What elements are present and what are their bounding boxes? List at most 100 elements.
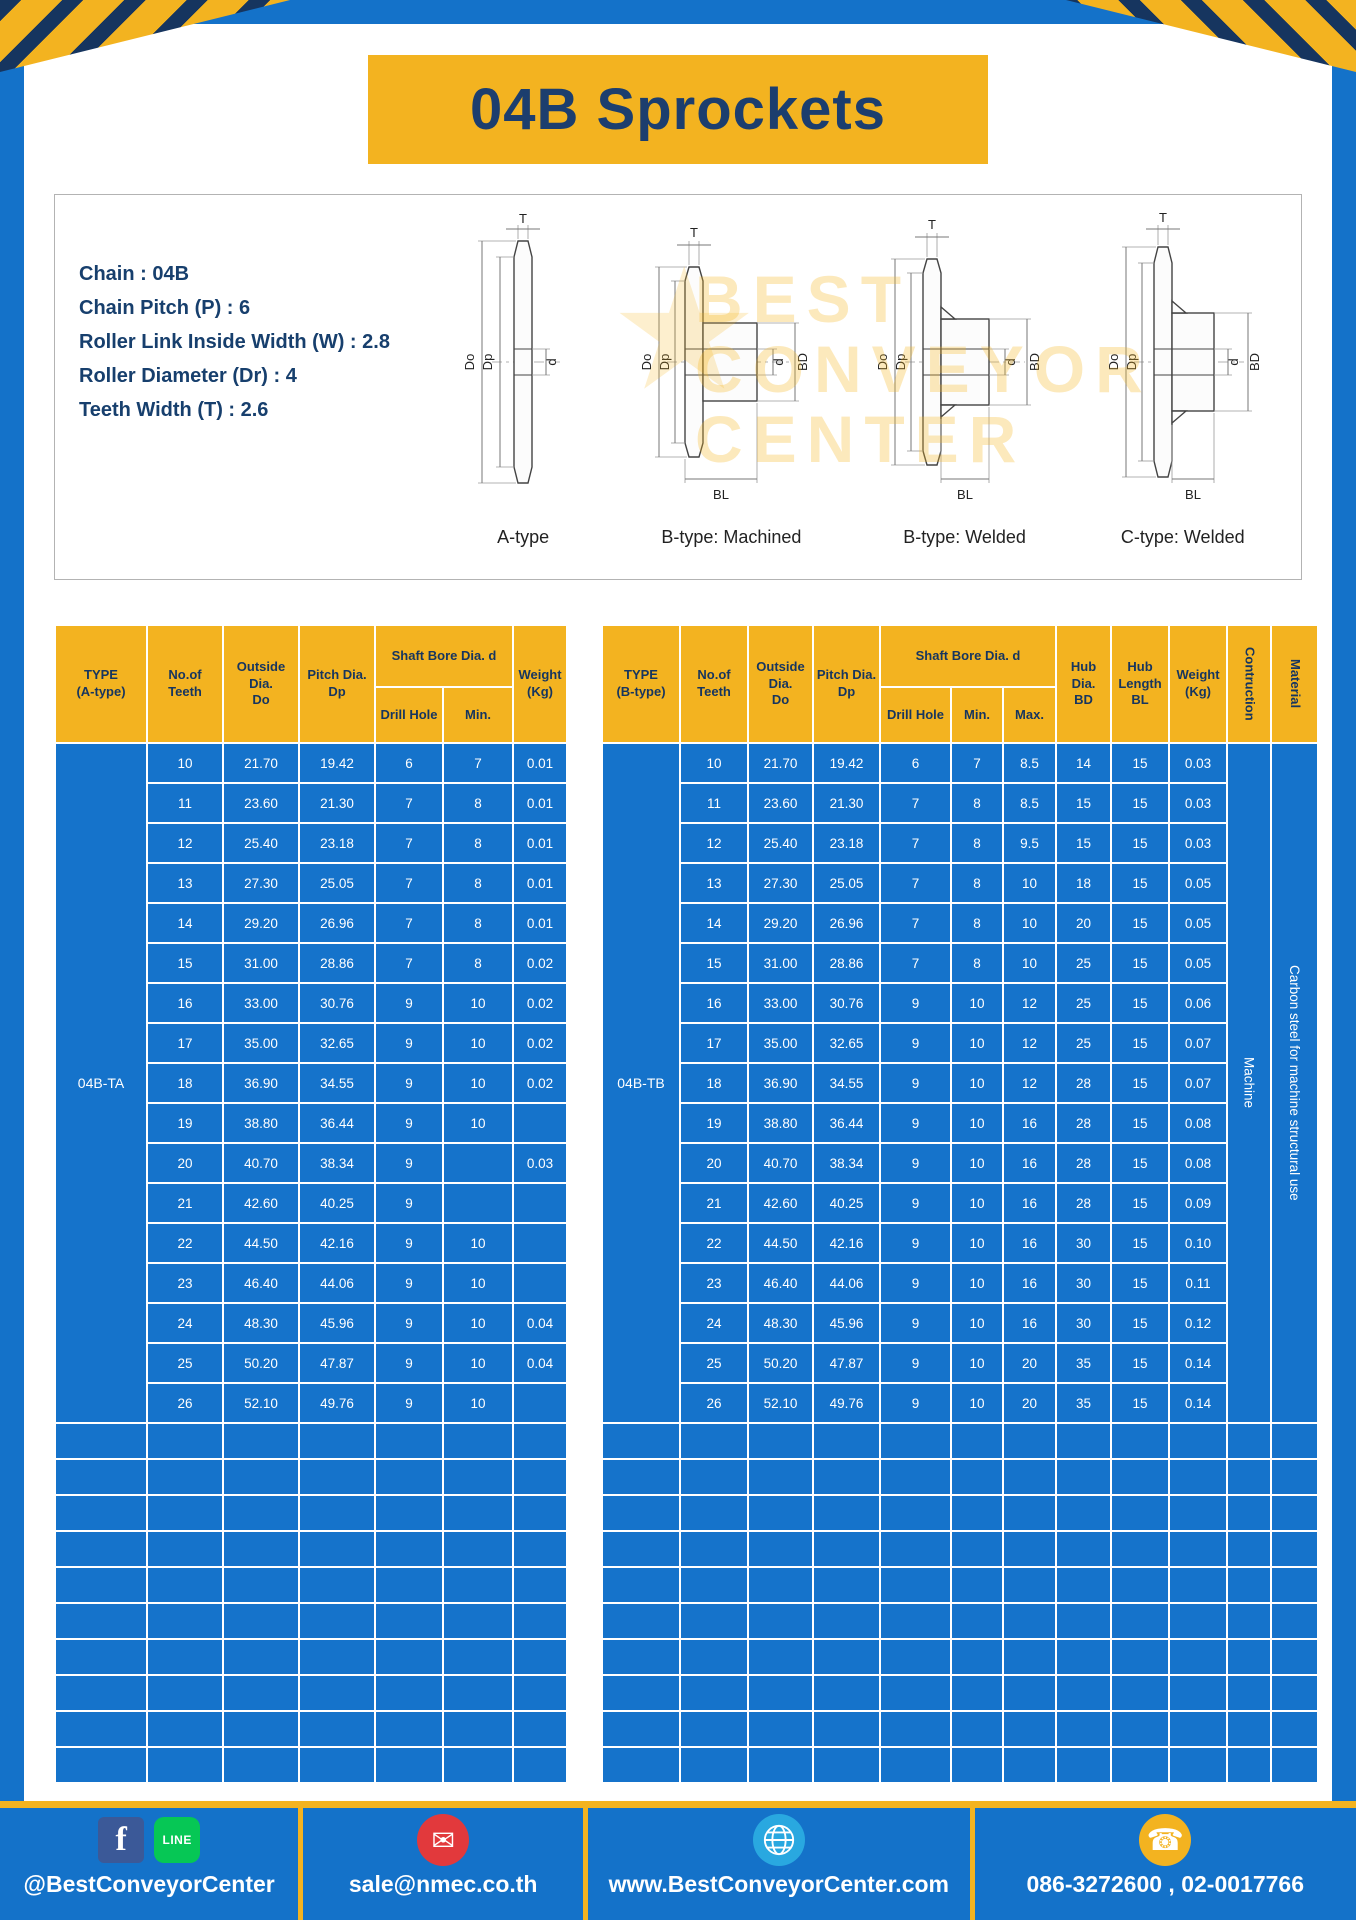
table-cell [601,1530,681,1568]
table-cell [222,1710,300,1748]
table-cell: 8 [950,902,1004,944]
table-cell [879,1674,952,1712]
figure-b-type-machined: T Do Dp d [631,211,831,548]
table-cell: 21.30 [812,782,881,824]
table-cell [747,1494,814,1532]
table-cell [601,1458,681,1496]
table-cell: 8.5 [1002,742,1057,784]
table-cell: 10 [442,1262,514,1304]
table-cell: 16 [679,982,749,1024]
table-cell: 9 [374,1262,444,1304]
globe-icon [752,1814,805,1866]
table-cell: 16 [1002,1222,1057,1264]
table-cell [54,1674,148,1712]
table-cell [512,1222,568,1264]
table-cell [54,1710,148,1748]
table-cell [146,1602,224,1640]
table-cell: 10 [442,1382,514,1424]
table-cell [1226,1566,1272,1604]
chain-specs: Chain : 04B Chain Pitch (P) : 6 Roller L… [55,195,415,579]
column-header-material: Material [1270,624,1319,744]
table-cell: 30.76 [812,982,881,1024]
table-cell: 19 [679,1102,749,1144]
table-cell [1226,1494,1272,1532]
table-cell [601,1746,681,1784]
dim-dp-label: Dp [893,354,908,371]
table-cell [1055,1494,1112,1532]
table-row: 17 35.00 32.65 9 10 12 25 15 0.07 [602,1022,1318,1064]
table-cell [1226,1746,1272,1784]
table-cell: 36.44 [812,1102,881,1144]
table-cell: 0.02 [512,1022,568,1064]
table-row: 25 50.20 47.87 9 10 0.04 [55,1342,568,1384]
table-cell: 30.76 [298,982,376,1024]
empty-row [601,1422,1319,1460]
table-cell: 22 [146,1222,224,1264]
table-cell [222,1530,300,1568]
table-cell [512,1102,568,1144]
diagram-row: T Do Dp d A-type [415,195,1301,579]
table-cell [1226,1458,1272,1496]
table-cell [1055,1638,1112,1676]
table-cell: 9 [879,1222,952,1264]
footer-email-section: ✉ sale@nmec.co.th [298,1808,583,1920]
table-cell: 35 [1055,1382,1112,1424]
table-cell: 0.12 [1168,1302,1228,1344]
table-cell [950,1674,1004,1712]
table-row: 15 31.00 28.86 7 8 0.02 [55,942,568,984]
table-cell [442,1746,514,1784]
table-row: 26 52.10 49.76 9 10 [55,1382,568,1424]
table-cell: 15 [1110,822,1170,864]
construction-cell: Machine [1226,742,1272,1424]
footer: f LINE @BestConveyorCenter ✉ sale@nmec.c… [0,1808,1356,1920]
table-cell: 8 [950,782,1004,824]
table-cell: 0.07 [1168,1062,1228,1104]
table-cell [146,1674,224,1712]
table-cell [298,1530,376,1568]
table-cell: 7 [374,902,444,944]
spec-line-roller-dia: Roller Diameter (Dr) : 4 [79,365,297,387]
table-cell: 32.65 [298,1022,376,1064]
dim-bd-label: BD [1027,353,1042,371]
table-cell [374,1566,444,1604]
table-cell: 45.96 [812,1302,881,1344]
table-cell: 10 [1002,902,1057,944]
table-cell: 0.04 [512,1302,568,1344]
table-cell: 10 [950,1022,1004,1064]
empty-row [54,1566,568,1604]
diagram-caption: C-type: Welded [1120,527,1245,547]
table-cell: 8 [442,942,514,984]
dim-do-label: Do [639,354,654,371]
table-row: 18 36.90 34.55 9 10 0.02 [55,1062,568,1104]
table-cell [512,1262,568,1304]
table-row: 24 48.30 45.96 9 10 16 30 15 0.12 [602,1302,1318,1344]
dim-d-label: d [544,358,559,365]
dim-d-label: d [1003,358,1018,365]
dim-d-label: d [771,358,786,365]
table-cell [1110,1458,1170,1496]
table-cell [950,1638,1004,1676]
table-cell: 10 [679,742,749,784]
table-cell [679,1422,749,1460]
table-cell [679,1494,749,1532]
table-cell [1270,1602,1319,1640]
table-cell [812,1530,881,1568]
empty-row [601,1638,1319,1676]
table-cell [1110,1746,1170,1784]
table-cell [747,1566,814,1604]
table-cell [298,1638,376,1676]
table-cell [1055,1530,1112,1568]
table-cell [298,1458,376,1496]
spec-line-chain: Chain : 04B [79,263,190,285]
table-cell: 17 [679,1022,749,1064]
table-cell: 40.70 [222,1142,300,1184]
table-cell: 0.06 [1168,982,1228,1024]
table-cell: 9 [374,1022,444,1064]
table-cell: 10 [442,1222,514,1264]
table-cell [1002,1566,1057,1604]
table-cell: 15 [1110,982,1170,1024]
table-cell: 15 [1110,1142,1170,1184]
table-cell [679,1746,749,1784]
footer-email: sale@nmec.co.th [348,1871,538,1897]
empty-row [601,1674,1319,1712]
